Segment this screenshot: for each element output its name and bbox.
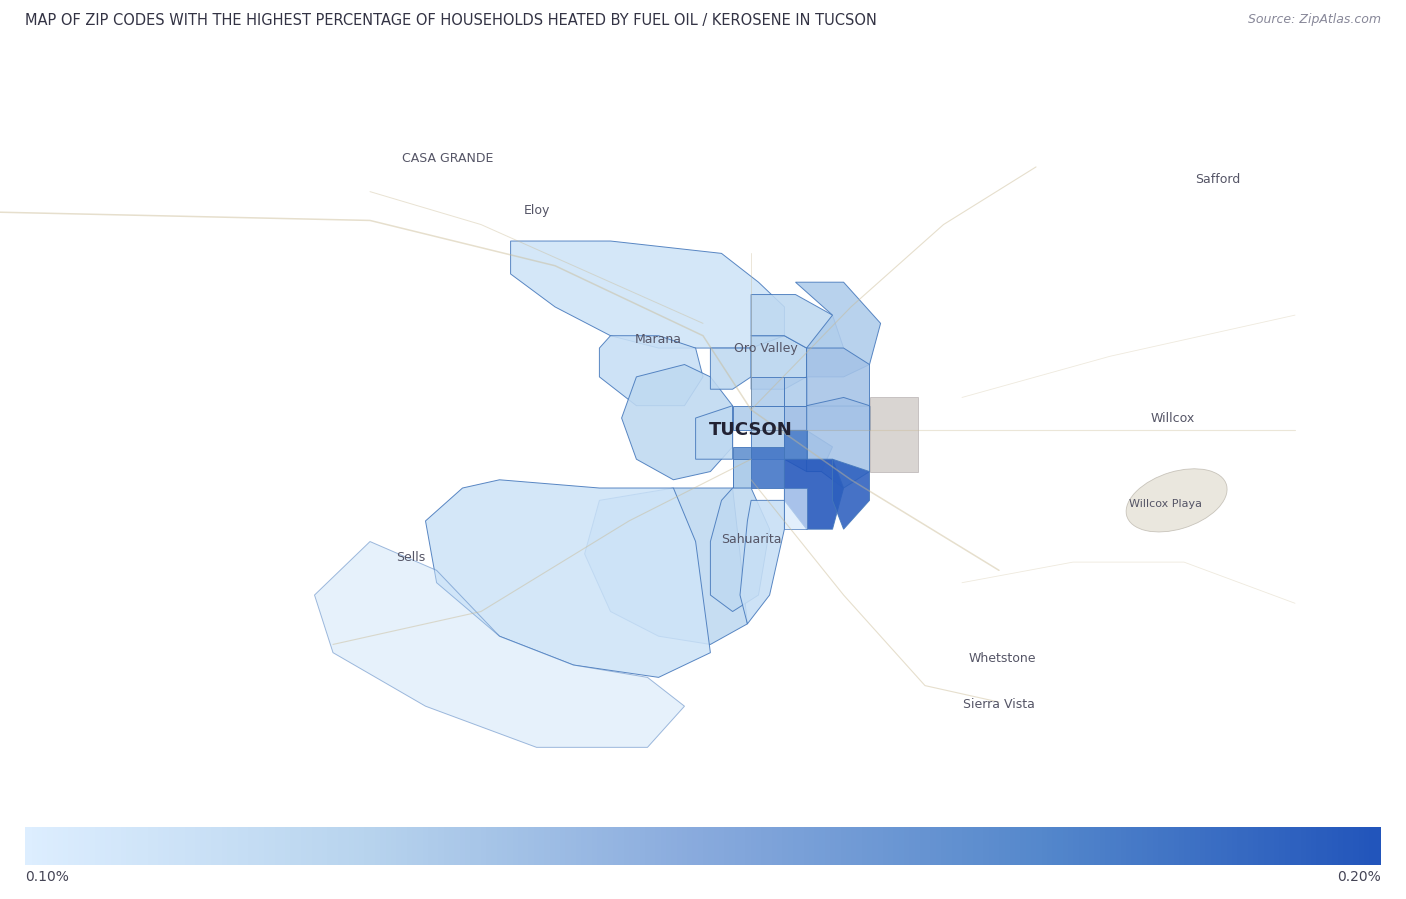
Polygon shape (869, 397, 918, 472)
Polygon shape (785, 431, 832, 472)
Polygon shape (710, 348, 751, 389)
Polygon shape (807, 397, 869, 488)
Text: Safford: Safford (1195, 173, 1240, 186)
Polygon shape (733, 447, 751, 488)
Polygon shape (785, 459, 844, 530)
Polygon shape (751, 431, 785, 459)
Text: Marana: Marana (636, 334, 682, 346)
Text: Willcox Playa: Willcox Playa (1129, 500, 1202, 510)
Ellipse shape (1126, 468, 1227, 532)
Polygon shape (751, 335, 807, 389)
Polygon shape (733, 459, 751, 488)
Text: TUCSON: TUCSON (709, 422, 793, 440)
Polygon shape (751, 295, 844, 348)
Text: 0.20%: 0.20% (1337, 870, 1381, 885)
Polygon shape (740, 501, 785, 624)
Polygon shape (426, 480, 710, 677)
Text: Sierra Vista: Sierra Vista (963, 698, 1035, 710)
Polygon shape (807, 405, 869, 431)
Polygon shape (751, 447, 785, 488)
Polygon shape (599, 335, 703, 405)
Text: Sells: Sells (396, 551, 426, 565)
Polygon shape (785, 405, 807, 431)
Polygon shape (785, 377, 807, 405)
Text: 0.10%: 0.10% (25, 870, 69, 885)
Polygon shape (751, 377, 785, 405)
Text: CASA GRANDE: CASA GRANDE (402, 152, 494, 165)
Polygon shape (832, 459, 869, 530)
Polygon shape (315, 541, 685, 747)
Polygon shape (751, 405, 785, 431)
Text: Sahuarita: Sahuarita (721, 533, 782, 546)
Polygon shape (733, 405, 751, 431)
Text: Willcox: Willcox (1150, 412, 1195, 424)
Text: Eloy: Eloy (523, 204, 550, 217)
Polygon shape (696, 405, 733, 459)
Polygon shape (785, 488, 807, 530)
Text: MAP OF ZIP CODES WITH THE HIGHEST PERCENTAGE OF HOUSEHOLDS HEATED BY FUEL OIL / : MAP OF ZIP CODES WITH THE HIGHEST PERCEN… (25, 13, 877, 29)
Polygon shape (585, 488, 748, 645)
Text: Whetstone: Whetstone (969, 653, 1036, 665)
Polygon shape (785, 431, 807, 459)
Polygon shape (621, 364, 733, 480)
Polygon shape (807, 348, 869, 405)
Text: Source: ZipAtlas.com: Source: ZipAtlas.com (1247, 13, 1381, 26)
Polygon shape (510, 241, 785, 348)
Polygon shape (710, 488, 769, 611)
Text: Oro Valley: Oro Valley (734, 342, 797, 354)
Polygon shape (796, 282, 880, 377)
